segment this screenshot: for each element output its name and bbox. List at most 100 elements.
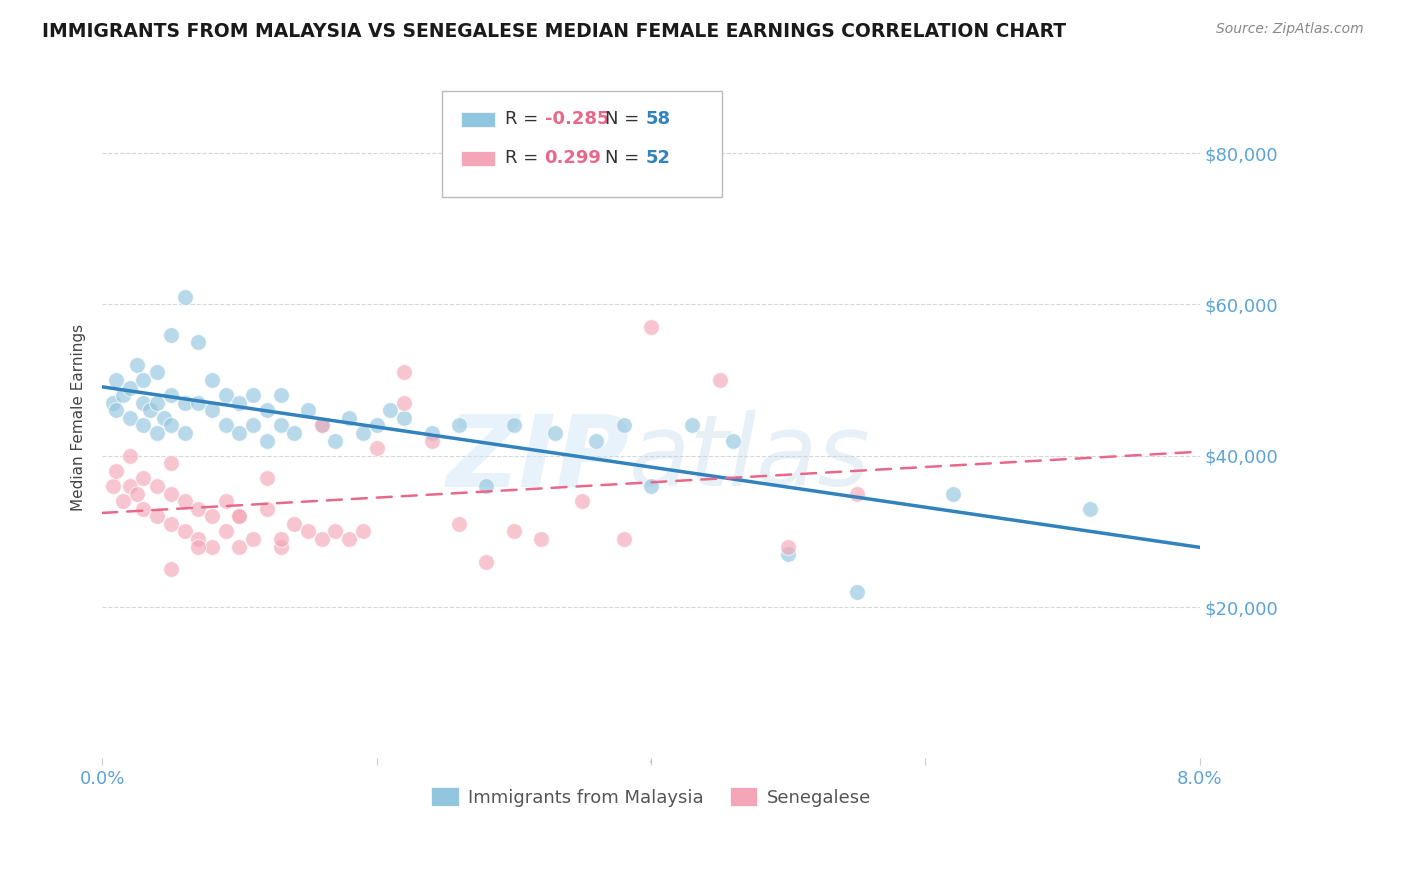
Bar [461,112,495,128]
Point [475,555,498,569]
Point [146,396,169,410]
Point [256,471,278,485]
Point [502,524,524,539]
Point [159,418,181,433]
Point [215,418,238,433]
Point [352,425,374,440]
Point [325,524,347,539]
Point [103,479,125,493]
Point [337,532,360,546]
Point [311,418,333,433]
FancyBboxPatch shape [443,91,723,196]
Point [475,479,498,493]
Text: N =: N = [605,110,645,128]
Point [709,373,731,387]
Point [352,524,374,539]
Point [173,425,195,440]
Point [103,396,125,410]
Point [201,540,224,554]
Text: atlas: atlas [628,410,870,508]
Point [502,418,524,433]
Point [173,494,195,508]
Point [228,396,250,410]
Point [325,434,347,448]
Point [242,532,264,546]
Point [256,434,278,448]
Point [242,418,264,433]
Point [132,373,155,387]
Point [173,290,195,304]
Point [187,532,209,546]
Point [173,396,195,410]
Text: -0.285: -0.285 [544,110,609,128]
Point [228,509,250,524]
Point [215,388,238,402]
Point [613,532,636,546]
Point [845,486,868,500]
Point [187,501,209,516]
Point [118,410,141,425]
Point [242,388,264,402]
Point [153,410,176,425]
Point [723,434,745,448]
Point [1078,501,1101,516]
Point [187,540,209,554]
Point [681,418,703,433]
Point [146,366,169,380]
Point [118,449,141,463]
Point [613,418,636,433]
Point [104,403,127,417]
Point [447,516,470,531]
Point [778,540,800,554]
Point [228,509,250,524]
Point [256,501,278,516]
Point [283,425,305,440]
Text: R =: R = [505,149,550,167]
Point [215,524,238,539]
Point [159,327,181,342]
Text: ZIP: ZIP [446,410,628,508]
Point [159,516,181,531]
Point [544,425,567,440]
Point [187,396,209,410]
Point [159,388,181,402]
Point [571,494,593,508]
Point [420,425,443,440]
Point [311,418,333,433]
Text: R =: R = [505,110,544,128]
Point [118,479,141,493]
Point [146,425,169,440]
Point [270,418,292,433]
Point [228,540,250,554]
Point [132,396,155,410]
Point [392,366,415,380]
Point [146,479,169,493]
Legend: Immigrants from Malaysia, Senegalese: Immigrants from Malaysia, Senegalese [425,780,877,814]
Point [270,388,292,402]
Point [139,403,162,417]
Point [420,434,443,448]
Y-axis label: Median Female Earnings: Median Female Earnings [72,325,86,511]
Text: Source: ZipAtlas.com: Source: ZipAtlas.com [1216,22,1364,37]
Point [132,471,155,485]
Point [585,434,607,448]
Point [125,486,148,500]
Point [125,358,148,372]
Point [215,494,238,508]
Point [104,373,127,387]
Point [283,516,305,531]
Point [270,532,292,546]
Point [366,441,388,455]
Point [392,410,415,425]
Point [447,418,470,433]
Point [118,381,141,395]
Point [337,410,360,425]
Point [146,509,169,524]
Point [201,403,224,417]
Point [159,456,181,470]
Point [380,403,402,417]
Text: N =: N = [605,149,645,167]
Text: 52: 52 [645,149,671,167]
Point [159,486,181,500]
Point [187,335,209,350]
